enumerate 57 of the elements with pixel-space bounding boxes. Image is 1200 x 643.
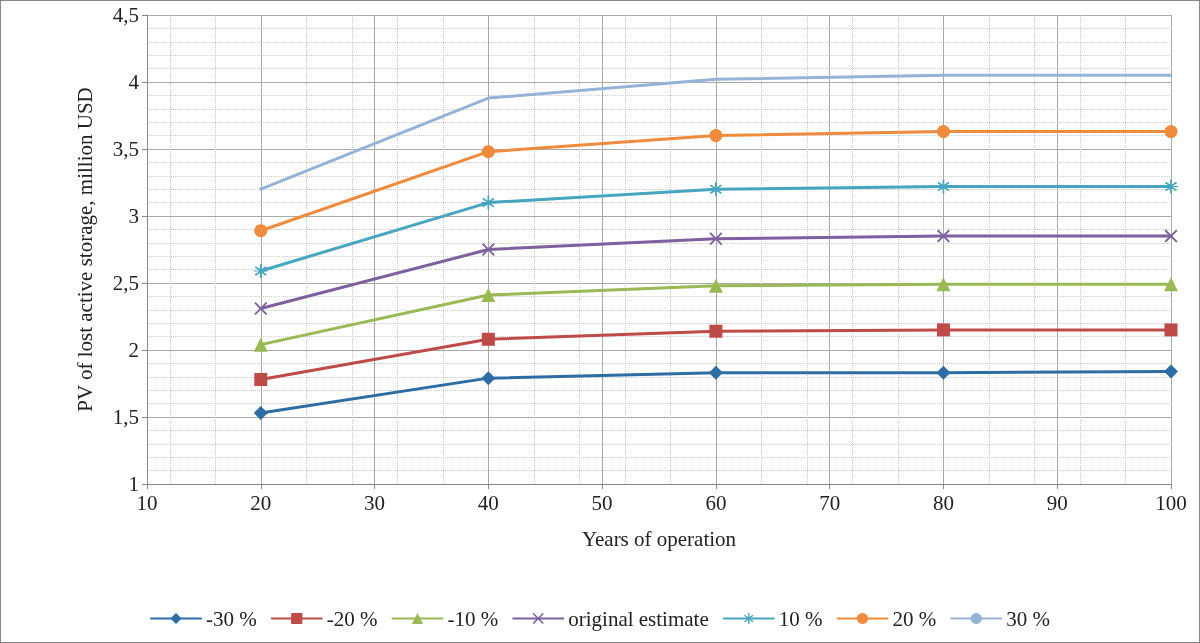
point bbox=[253, 405, 268, 420]
y-tick-label: 1,5 bbox=[112, 405, 139, 429]
legend-label: 10 % bbox=[778, 606, 823, 631]
x-tick-label: 100 bbox=[1155, 490, 1187, 515]
point bbox=[709, 129, 723, 143]
point bbox=[1164, 229, 1178, 243]
legend-label: -10 % bbox=[447, 606, 499, 631]
point bbox=[254, 301, 268, 315]
point bbox=[708, 182, 723, 197]
line-series bbox=[259, 73, 1173, 191]
y-tick-label: 2,5 bbox=[112, 271, 139, 295]
y-axis-title: PV of lost active storage, million USD bbox=[72, 87, 97, 412]
point bbox=[253, 337, 268, 352]
point bbox=[1164, 277, 1178, 292]
point bbox=[936, 323, 950, 337]
legend-label: -30 % bbox=[206, 606, 257, 631]
y-tick-label: 4 bbox=[128, 70, 140, 94]
point bbox=[253, 263, 268, 278]
y-tick-label: 4,5 bbox=[112, 3, 139, 27]
point bbox=[481, 243, 495, 256]
point bbox=[1164, 179, 1178, 194]
x-tick-label: 70 bbox=[819, 490, 841, 515]
point bbox=[1164, 364, 1178, 379]
point bbox=[936, 365, 951, 380]
point bbox=[481, 288, 496, 303]
y-tick-label: 3,5 bbox=[112, 137, 139, 161]
point bbox=[481, 195, 496, 210]
x-tick-label: 50 bbox=[591, 490, 613, 515]
legend-label: 20 % bbox=[892, 606, 937, 631]
point bbox=[709, 232, 723, 246]
legend-label: 30 % bbox=[1006, 606, 1050, 631]
x-tick-label: 40 bbox=[477, 490, 499, 515]
y-tick-label: 1 bbox=[128, 472, 139, 496]
x-tick-label: 30 bbox=[364, 490, 386, 515]
x-tick-label: 90 bbox=[1046, 490, 1068, 515]
point bbox=[1164, 125, 1178, 139]
point bbox=[709, 324, 723, 338]
x-tick-label: 20 bbox=[250, 490, 272, 515]
point bbox=[481, 145, 495, 159]
x-tick-label: 80 bbox=[932, 490, 954, 515]
point bbox=[481, 371, 496, 386]
legend-label: -20 % bbox=[326, 606, 378, 631]
point bbox=[936, 179, 951, 194]
point bbox=[254, 372, 268, 386]
point bbox=[1164, 323, 1178, 337]
x-tick-label: 60 bbox=[705, 490, 727, 515]
point bbox=[708, 278, 723, 293]
point bbox=[936, 125, 950, 139]
point bbox=[481, 332, 495, 346]
x-axis-title: Years of operation bbox=[581, 526, 737, 551]
point bbox=[708, 365, 723, 380]
y-tick-label: 3 bbox=[128, 204, 139, 228]
x-tick-label: 10 bbox=[136, 490, 158, 515]
legend-label: original estimate bbox=[568, 606, 709, 631]
point bbox=[936, 277, 951, 292]
y-tick-label: 2 bbox=[128, 338, 139, 362]
point bbox=[254, 224, 268, 238]
